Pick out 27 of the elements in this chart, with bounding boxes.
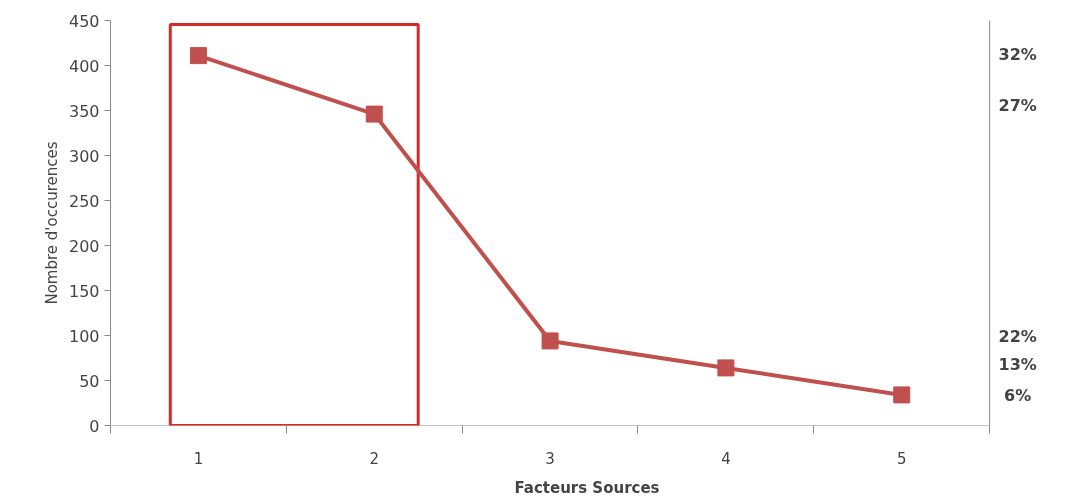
point xyxy=(893,386,911,404)
text: 22% xyxy=(998,326,1037,346)
y-tick-label: 100 xyxy=(68,326,100,346)
text: 13% xyxy=(998,355,1037,375)
x-axis-title: Facteurs Sources xyxy=(514,478,660,497)
y-tick-label: 0 xyxy=(89,416,100,436)
y-tick-label: 250 xyxy=(68,191,100,211)
y-tick-label: 300 xyxy=(68,146,100,166)
text: 32% xyxy=(998,45,1037,65)
y-tick-label: 50 xyxy=(79,371,100,391)
x-tick-label: 1 xyxy=(193,449,204,468)
y-axis-title: Nombre d'occurences xyxy=(42,141,61,305)
x-tick-label: 2 xyxy=(369,449,380,468)
y-tick-label: 150 xyxy=(68,281,100,301)
point xyxy=(365,105,383,123)
point xyxy=(189,47,207,65)
point xyxy=(541,332,559,350)
y-tick-label: 200 xyxy=(68,236,100,256)
y-tick-label: 350 xyxy=(68,101,100,121)
x-tick-label: 3 xyxy=(545,449,555,468)
x-tick-label: 5 xyxy=(896,449,907,468)
x-tick-label: 4 xyxy=(721,449,731,468)
point xyxy=(717,359,735,377)
text: 6% xyxy=(1004,385,1032,405)
text: 27% xyxy=(998,96,1037,116)
y-tick-label: 450 xyxy=(68,11,100,31)
y-tick-label: 400 xyxy=(68,56,100,76)
